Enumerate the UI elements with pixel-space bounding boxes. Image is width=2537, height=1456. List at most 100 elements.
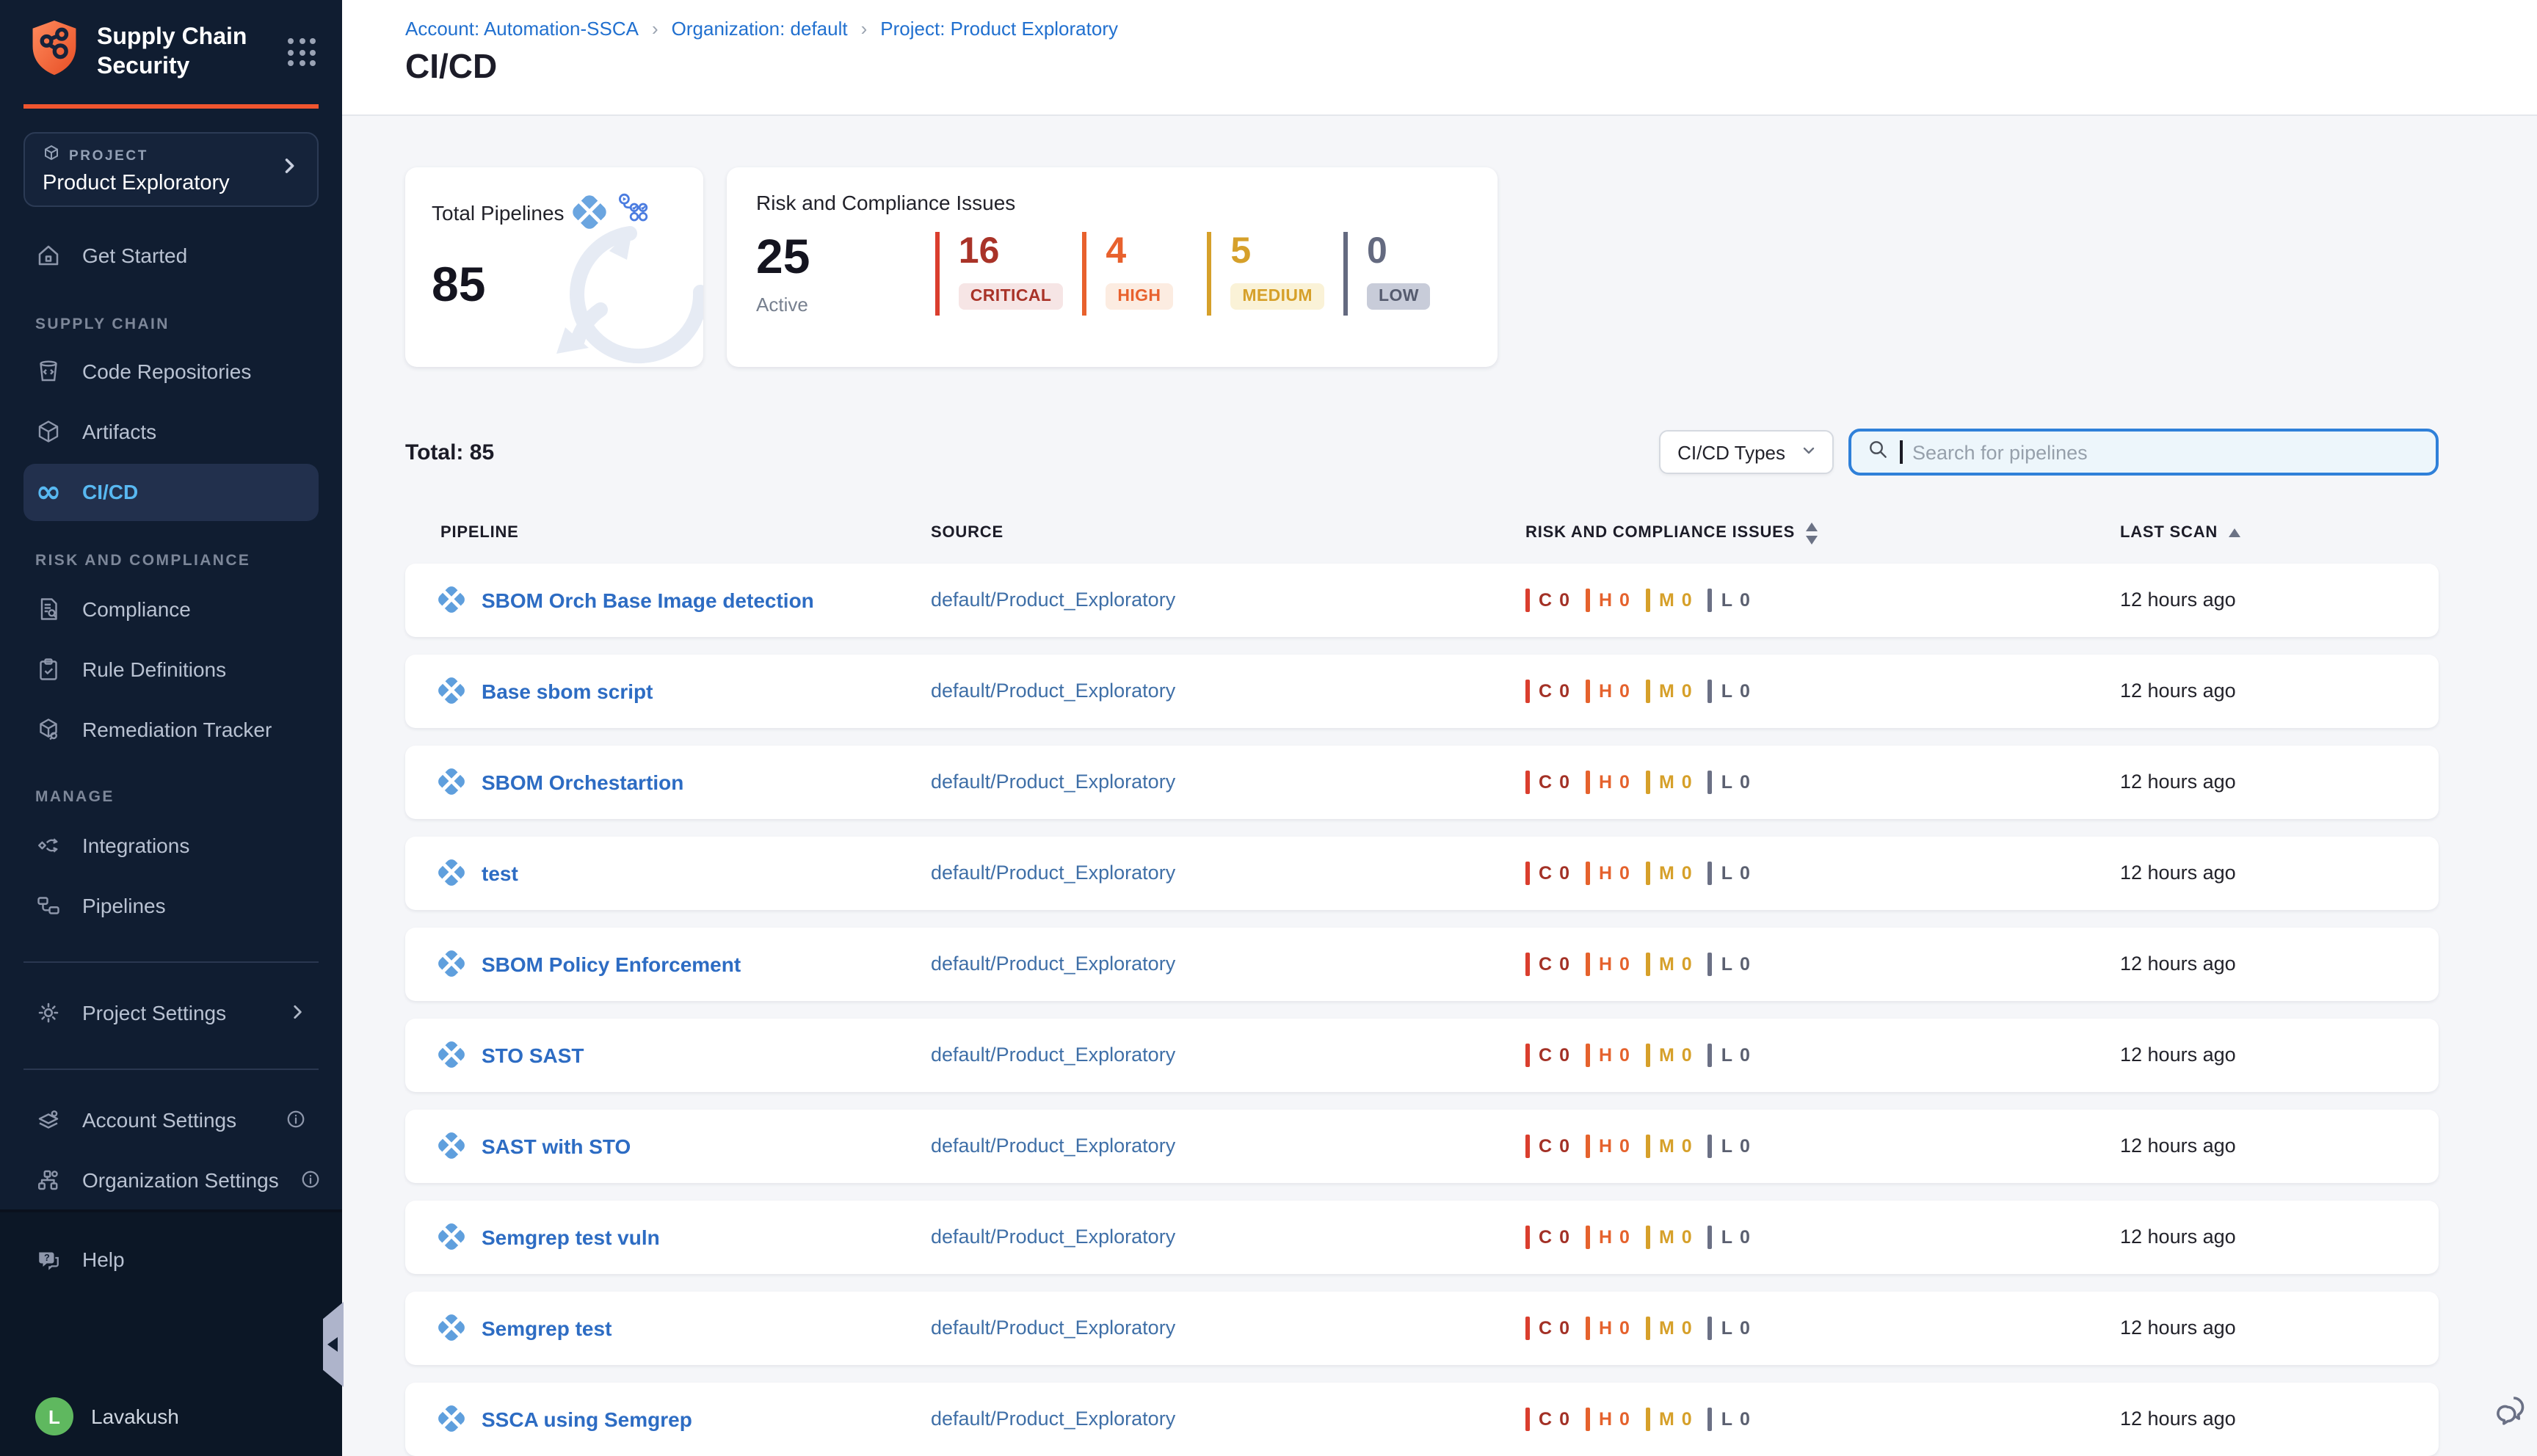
chevron-right-icon [279,156,300,183]
pipeline-cell: SBOM Orchestartion [435,765,931,798]
divider [23,1069,319,1071]
pipeline-name-link[interactable]: test [482,861,518,884]
pipeline-source: default/Product_Exploratory [931,680,1176,702]
severity-letter: C [1539,1408,1553,1429]
severity-letter: L [1721,1044,1732,1065]
table-row[interactable]: Semgrep test vuln default/Product_Explora… [405,1200,2439,1273]
last-scan: 12 hours ago [2120,589,2236,611]
sidebar-item-cicd[interactable]: ∞ CI/CD [23,463,319,521]
user-menu[interactable]: L Lavakush [23,1397,319,1435]
severity-value: 0 [1681,1135,1692,1156]
sort-asc-icon[interactable] [2228,528,2240,538]
sidebar-item-project-settings[interactable]: Project Settings [23,983,319,1041]
sidebar-item-label: Get Started [82,244,188,268]
table-row[interactable]: SSCA using Semgrep default/Product_Explor… [405,1382,2439,1455]
column-risk-issues[interactable]: RISK AND COMPLIANCE ISSUES [1525,523,2120,544]
severity-bar [1585,770,1590,793]
severity-letter: L [1721,1135,1732,1156]
pipeline-source: default/Product_Exploratory [931,1135,1176,1157]
sidebar-item-code-repositories[interactable]: Code Repositories [23,343,319,401]
pipeline-name-link[interactable]: STO SAST [482,1043,584,1066]
info-icon[interactable] [300,1169,322,1191]
severity-value: 0 [1739,862,1750,883]
cicd-types-dropdown[interactable]: CI/CD Types [1658,430,1834,474]
last-scan: 12 hours ago [2120,862,2236,884]
pipeline-name-link[interactable]: SAST with STO [482,1134,631,1157]
severity-letter: M [1658,680,1674,701]
pipeline-name-link[interactable]: SSCA using Semgrep [482,1407,692,1430]
table-row[interactable]: Base sbom script default/Product_Explorat… [405,654,2439,727]
total-pipelines-card: Total Pipelines 85 [405,167,703,367]
table-row[interactable]: SBOM Policy Enforcement default/Product_E… [405,927,2439,1000]
last-scan: 12 hours ago [2120,1226,2236,1248]
severity-letter: M [1658,771,1674,792]
severity-bar [1585,1134,1590,1157]
sidebar-item-artifacts[interactable]: Artifacts [23,404,319,461]
column-source[interactable]: SOURCE [931,524,1003,542]
sidebar-item-organization-settings[interactable]: Organization Settings [23,1151,319,1209]
last-scan: 12 hours ago [2120,1135,2236,1157]
chevron-right-icon [288,1002,307,1022]
compliance-doc-icon [35,595,62,622]
severity-column: 16 CRITICAL [934,231,1064,316]
account-settings-icon [35,1106,62,1132]
severity-bar [1645,952,1650,975]
search-input[interactable]: Search for pipelines [1848,429,2439,476]
pipeline-name-link[interactable]: SBOM Orchestartion [482,770,684,793]
sidebar-item-integrations[interactable]: Integrations [23,816,319,873]
table-row[interactable]: SBOM Orchestartion default/Product_Explor… [405,745,2439,818]
breadcrumb-organization-link[interactable]: Organization: default [671,18,848,40]
project-selector[interactable]: PROJECT Product Exploratory [23,132,319,207]
sidebar-item-get-started[interactable]: Get Started [23,228,319,285]
table-row[interactable]: Semgrep test default/Product_Exploratory C… [405,1291,2439,1364]
table-row[interactable]: test default/Product_Exploratory C 0 H 0 M 0 L 0 1… [405,836,2439,909]
sidebar-item-remediation-tracker[interactable]: Remediation Tracker [23,700,319,757]
table-row[interactable]: SBOM Orch Base Image detection default/Pr… [405,563,2439,636]
severity-letter: C [1539,589,1553,610]
severity-bar [1525,679,1530,702]
severity-count: 5 [1230,230,1252,272]
severity-value: 0 [1619,1317,1630,1338]
severity-column: 0 LOW [1343,231,1449,316]
pipeline-name-link[interactable]: Semgrep test vuln [482,1225,660,1248]
sidebar-item-compliance[interactable]: Compliance [23,580,319,637]
pipeline-name-link[interactable]: Semgrep test [482,1316,612,1339]
breadcrumb-project-link[interactable]: Project: Product Exploratory [880,18,1118,40]
table-row[interactable]: SAST with STO default/Product_Exploratory… [405,1109,2439,1182]
severity-value: 0 [1739,1135,1750,1156]
last-scan: 12 hours ago [2120,1408,2236,1430]
sidebar-item-pipelines[interactable]: Pipelines [23,876,319,933]
column-pipeline[interactable]: PIPELINE [440,524,519,542]
severity-value: 0 [1619,1226,1630,1247]
module-switcher-icon[interactable] [288,38,316,66]
user-name: Lavakush [91,1405,179,1428]
breadcrumb-account-link[interactable]: Account: Automation-SSCA [405,18,639,40]
pipeline-name-link[interactable]: Base sbom script [482,679,653,702]
pipeline-name-link[interactable]: SBOM Orch Base Image detection [482,588,814,611]
info-icon[interactable] [285,1108,307,1130]
sidebar-item-rule-definitions[interactable]: Rule Definitions [23,640,319,697]
severity-letter: L [1721,1226,1732,1247]
severity-letter: L [1721,1408,1732,1429]
severity-letter: M [1658,589,1674,610]
pipeline-name-link[interactable]: SBOM Policy Enforcement [482,952,741,975]
severity-bar [1645,1134,1650,1157]
severity-letter: H [1598,771,1613,792]
pipeline-cell: STO SAST [435,1038,931,1071]
sidebar-item-help[interactable]: ? Help [23,1231,319,1289]
table-row[interactable]: STO SAST default/Product_Exploratory C 0 H 0 M… [405,1018,2439,1091]
breadcrumb: Account: Automation-SSCA › Organization:… [405,18,2537,40]
column-last-scan[interactable]: LAST SCAN [2120,523,2403,544]
sidebar-collapse-handle[interactable] [323,1302,344,1387]
sort-both-icon[interactable] [1805,523,1818,544]
severity-bar [1525,770,1530,793]
chat-bubbles-icon[interactable] [2493,1391,2533,1438]
sidebar-item-account-settings[interactable]: Account Settings [23,1091,319,1148]
